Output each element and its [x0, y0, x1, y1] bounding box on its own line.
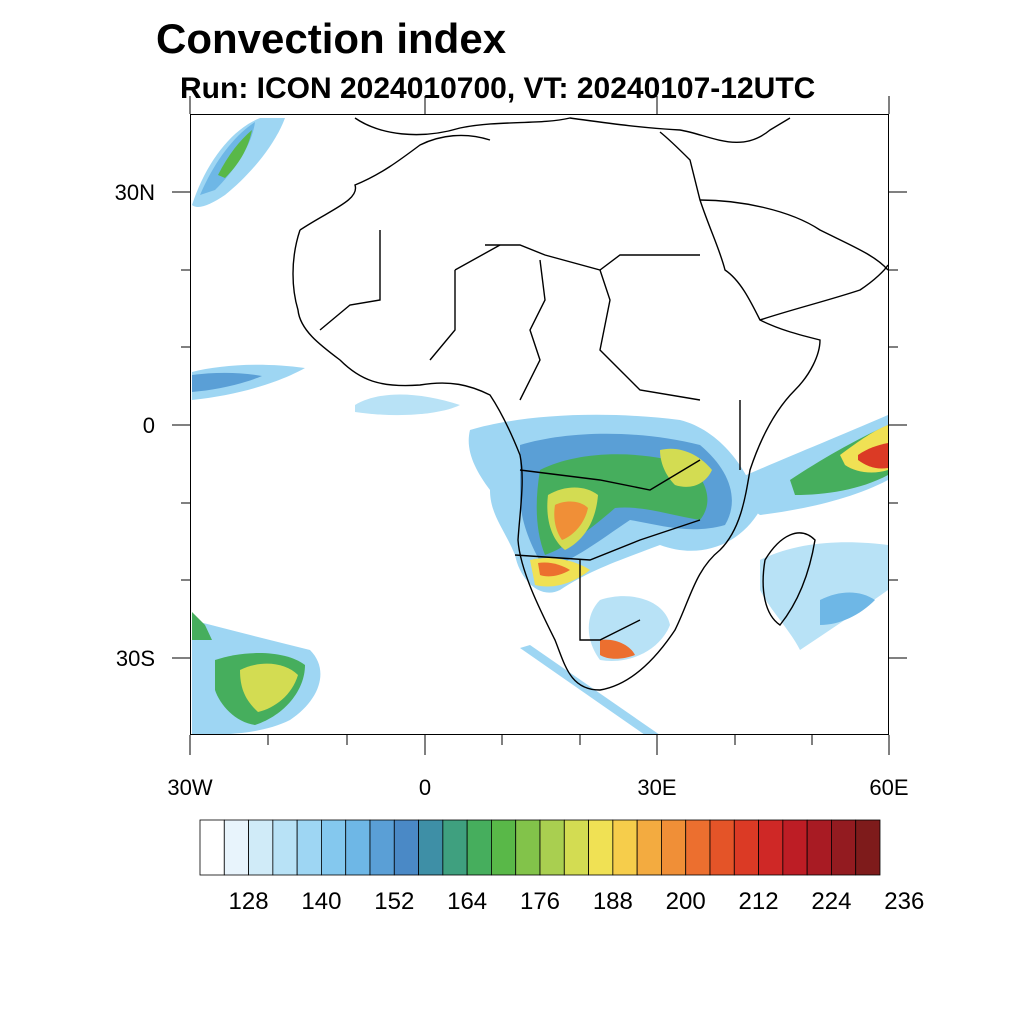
colorbar-swatch	[685, 819, 711, 876]
colorbar-swatch	[369, 819, 395, 876]
colorbar-tick-label: 164	[447, 888, 488, 915]
colorbar-swatch	[393, 819, 419, 876]
colorbar-swatch	[296, 819, 322, 876]
colorbar-swatch	[491, 819, 517, 876]
colorbar-swatch	[248, 819, 274, 876]
colorbar-swatch	[466, 819, 492, 876]
colorbar-swatch	[831, 819, 857, 876]
map-frame	[190, 114, 889, 735]
colorbar-tick-label: 140	[301, 888, 342, 915]
colorbar-tick-label: 128	[228, 888, 269, 915]
colorbar-swatch	[272, 819, 298, 876]
colorbar-swatch	[345, 819, 371, 876]
map-subtitle: Run: ICON 2024010700, VT: 20240107-12UTC	[180, 72, 816, 105]
colorbar-tick-label: 188	[592, 888, 633, 915]
colorbar-swatch	[515, 819, 541, 876]
colorbar-swatch	[199, 819, 225, 876]
colorbar-swatch	[806, 819, 832, 876]
lon-label-60e: 60E	[869, 775, 909, 800]
lon-label-30w: 30W	[167, 775, 213, 800]
colorbar-swatch	[709, 819, 735, 876]
colorbar-tick-label: 224	[811, 888, 852, 915]
colorbar-tick-label: 236	[884, 888, 925, 915]
colorbar-swatch	[588, 819, 614, 876]
lat-label-0: 0	[142, 413, 155, 438]
colorbar-tick-label: 200	[665, 888, 706, 915]
colorbar-swatch	[442, 819, 468, 876]
colorbar-tick-label: 152	[374, 888, 415, 915]
lat-label-30s: 30S	[115, 646, 155, 671]
colorbar-tick-label: 212	[738, 888, 779, 915]
colorbar-swatch	[636, 819, 662, 876]
colorbar-swatch	[539, 819, 565, 876]
colorbar-swatch	[758, 819, 784, 876]
axis-ticks	[172, 96, 907, 755]
colorbar	[199, 819, 881, 876]
map-title: Convection index	[156, 15, 507, 62]
colorbar-swatch	[855, 819, 881, 876]
colorbar-swatch	[418, 819, 444, 876]
lat-label-30n: 30N	[114, 180, 155, 205]
colorbar-tick-label: 176	[519, 888, 561, 915]
colorbar-swatch	[661, 819, 687, 876]
lon-label-0: 0	[418, 775, 432, 800]
coastlines	[292, 117, 889, 691]
colorbar-swatch	[782, 819, 808, 876]
colorbar-swatch	[612, 819, 638, 876]
colorbar-swatch	[321, 819, 347, 876]
convection-field	[192, 118, 888, 735]
colorbar-swatch	[223, 819, 249, 876]
lon-label-30e: 30E	[637, 775, 677, 800]
colorbar-swatch	[733, 819, 759, 876]
colorbar-swatch	[563, 819, 589, 876]
